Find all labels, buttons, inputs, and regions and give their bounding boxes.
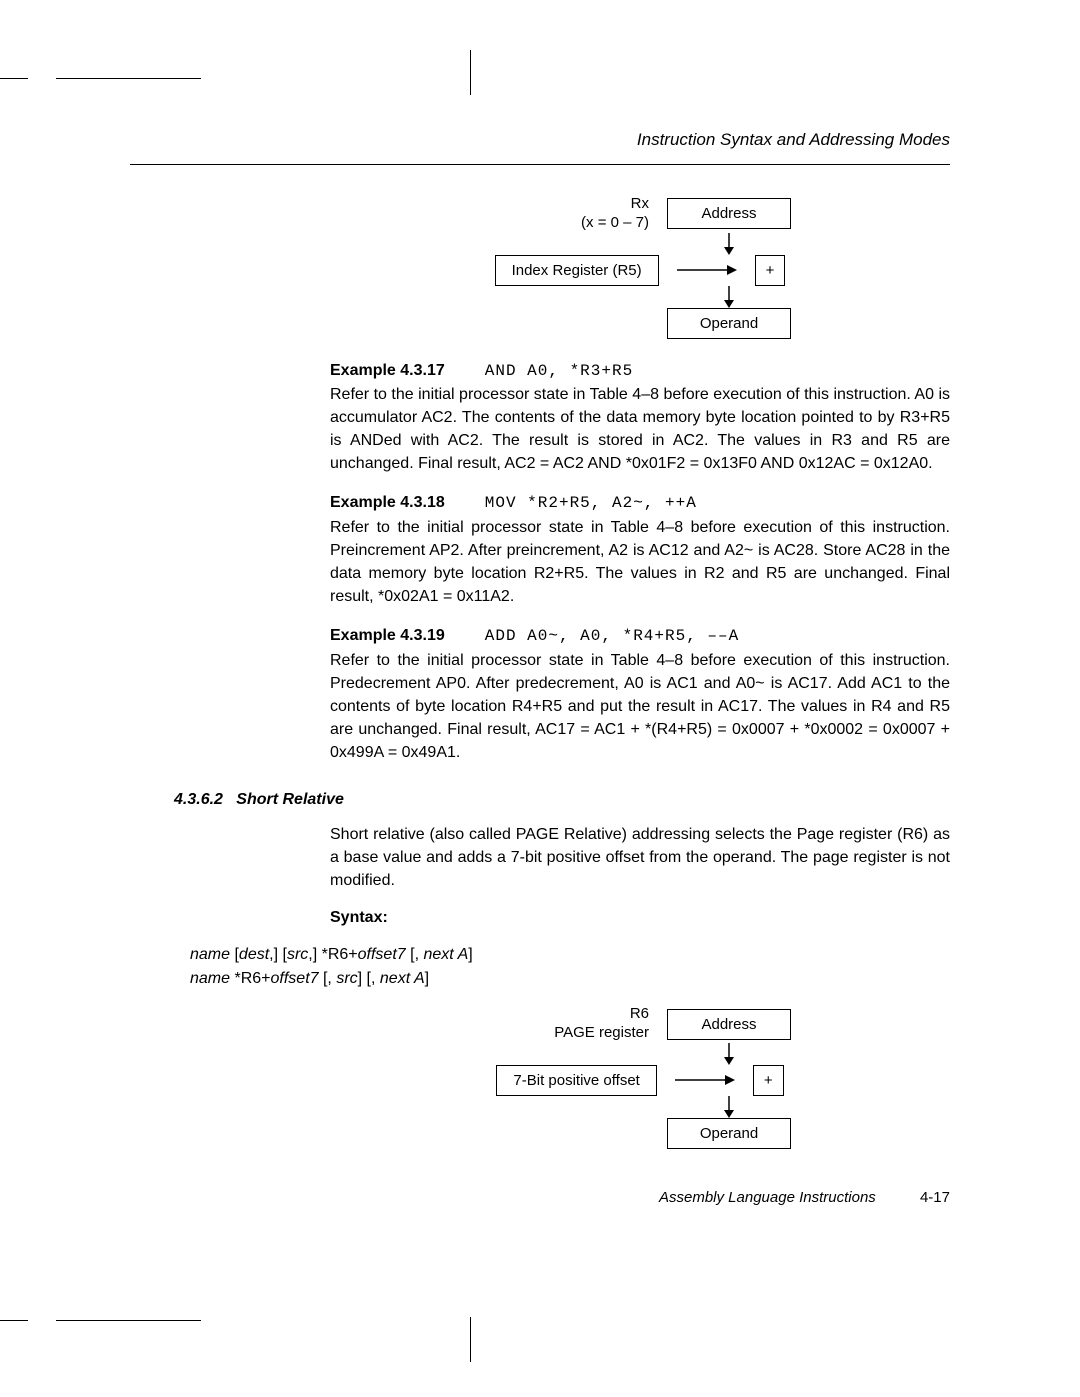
- example-4-3-19: Example 4.3.19 ADD A0~, A0, *R4+R5, ––A …: [330, 624, 950, 764]
- arrow-right-icon: [677, 263, 737, 277]
- arrow-down-icon: [719, 233, 739, 255]
- example-code: AND A0, *R3+R5: [485, 362, 633, 380]
- plus-box: +: [755, 255, 786, 286]
- operand-box: Operand: [667, 308, 791, 339]
- example-label: Example 4.3.17: [330, 362, 445, 379]
- example-4-3-18: Example 4.3.18 MOV *R2+R5, A2~, ++A Refe…: [330, 491, 950, 608]
- r6-label: R6 PAGE register: [489, 1005, 649, 1043]
- arrow-down-icon: [719, 1096, 739, 1118]
- arrow-down-icon: [719, 286, 739, 308]
- syntax-name: name: [190, 970, 234, 987]
- rx-label-sub: (x = 0 – 7): [581, 214, 649, 231]
- header-rule: [130, 164, 950, 165]
- subsection-number: 4.3.6.2: [174, 791, 223, 808]
- page: Instruction Syntax and Addressing Modes …: [0, 0, 1080, 1266]
- example-text: Refer to the initial processor state in …: [330, 519, 950, 606]
- example-label: Example 4.3.18: [330, 494, 445, 511]
- operand-box: Operand: [667, 1118, 791, 1149]
- subsection-text: Short relative (also called PAGE Relativ…: [330, 823, 950, 893]
- syntax-label: Syntax:: [330, 906, 950, 929]
- footer-title: Assembly Language Instructions: [659, 1189, 876, 1206]
- page-footer: Assembly Language Instructions 4-17: [130, 1189, 950, 1206]
- page-header: Instruction Syntax and Addressing Modes: [130, 130, 950, 150]
- example-text: Refer to the initial processor state in …: [330, 652, 950, 762]
- r6-sub: PAGE register: [554, 1024, 649, 1041]
- address-box: Address: [667, 1009, 791, 1040]
- crop-mark: [0, 1320, 28, 1321]
- crop-mark: [56, 1320, 201, 1321]
- address-box: Address: [667, 198, 791, 229]
- example-code: MOV *R2+R5, A2~, ++A: [485, 494, 697, 512]
- example-code: ADD A0~, A0, *R4+R5, ––A: [485, 627, 739, 645]
- footer-page: 4-17: [920, 1189, 950, 1206]
- index-register-box: Index Register (R5): [495, 255, 659, 286]
- r6-top: R6: [630, 1005, 649, 1022]
- rx-label: Rx (x = 0 – 7): [489, 195, 649, 233]
- syntax-name: name: [190, 946, 234, 963]
- syntax-lines: name [dest,] [src,] *R6+offset7 [, next …: [190, 943, 950, 991]
- rx-label-top: Rx: [631, 195, 649, 212]
- example-text: Refer to the initial processor state in …: [330, 386, 950, 473]
- plus-box: +: [753, 1065, 784, 1096]
- arrow-down-icon: [719, 1043, 739, 1065]
- offset-box: 7-Bit positive offset: [496, 1065, 656, 1096]
- diagram-short-relative: R6 PAGE register Address 7-Bit positive …: [330, 1005, 950, 1149]
- subsection-title: Short Relative: [236, 791, 344, 808]
- arrow-right-icon: [675, 1073, 735, 1087]
- example-4-3-17: Example 4.3.17 AND A0, *R3+R5 Refer to t…: [330, 359, 950, 476]
- diagram-indexed-addressing: Rx (x = 0 – 7) Address Index Register (R…: [330, 195, 950, 339]
- subsection-heading: 4.3.6.2 Short Relative: [174, 791, 950, 809]
- example-label: Example 4.3.19: [330, 627, 445, 644]
- crop-mark: [470, 1317, 471, 1362]
